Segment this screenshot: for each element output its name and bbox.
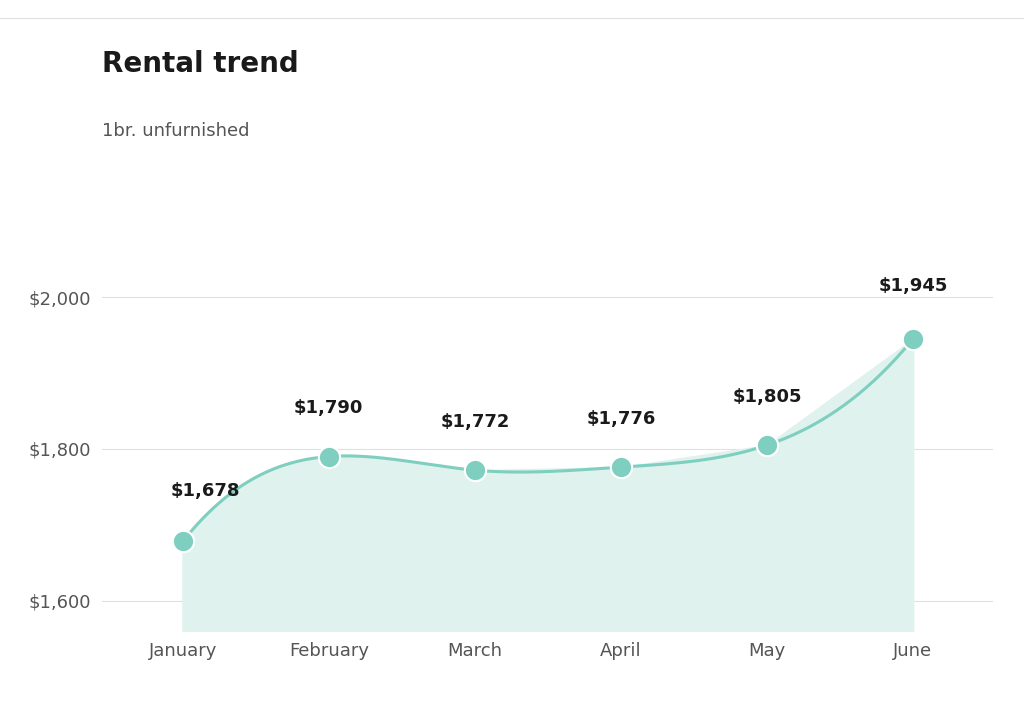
Text: $1,772: $1,772 <box>440 413 510 431</box>
Text: $1,945: $1,945 <box>879 277 947 295</box>
Point <box>467 465 483 476</box>
Point <box>321 451 337 462</box>
Text: $1,776: $1,776 <box>586 409 655 428</box>
Text: $1,805: $1,805 <box>732 388 802 406</box>
Point <box>612 462 629 473</box>
Text: 1br. unfurnished: 1br. unfurnished <box>102 122 250 140</box>
Point <box>759 440 775 451</box>
Text: $1,678: $1,678 <box>171 482 241 500</box>
Text: Rental trend: Rental trend <box>102 50 299 78</box>
Point <box>905 333 922 345</box>
Point <box>174 536 190 547</box>
Text: $1,790: $1,790 <box>294 399 364 417</box>
